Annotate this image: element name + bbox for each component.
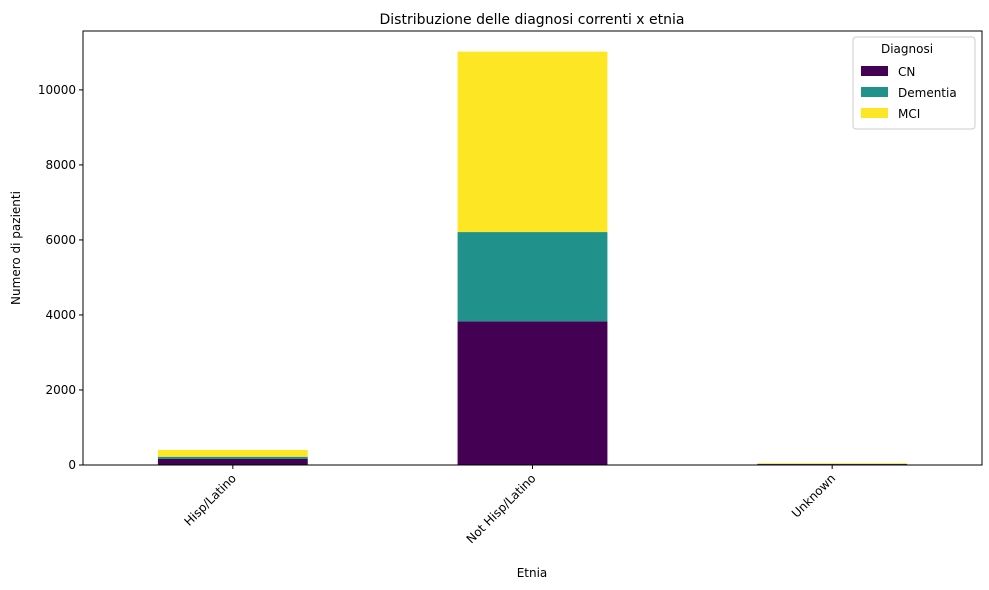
chart-title: Distribuzione delle diagnosi correnti x … [380, 12, 685, 28]
bar-mci-2 [757, 463, 908, 464]
y-axis-label: Numero di pazienti [9, 191, 23, 305]
legend-label-dementia: Dementia [898, 86, 957, 100]
legend: Diagnosi CN Dementia MCI [852, 36, 976, 130]
x-tick-label-1: Not Hisp/Latino [464, 471, 539, 546]
bars-group [157, 51, 908, 465]
x-tick-label-2: Unknown [789, 471, 838, 520]
y-tick-label-3: 6000 [45, 233, 76, 247]
y-tick-label-4: 8000 [45, 158, 76, 172]
legend-label-mci: MCI [898, 107, 920, 121]
bar-cn-0 [157, 458, 308, 465]
legend-swatch-mci [861, 108, 888, 118]
legend-label-cn: CN [898, 65, 915, 79]
bar-dementia-1 [457, 232, 608, 322]
x-tick-label-0: Hisp/Latino [181, 471, 238, 528]
bar-mci-1 [457, 51, 608, 233]
bar-mci-0 [157, 449, 308, 457]
y-tick-label-2: 4000 [45, 308, 76, 322]
legend-title: Diagnosi [881, 42, 933, 56]
legend-frame [852, 36, 976, 130]
bar-cn-1 [457, 321, 608, 465]
legend-swatch-dementia [861, 87, 888, 97]
bar-dementia-0 [157, 456, 308, 459]
legend-swatch-cn [861, 66, 888, 76]
y-tick-label-0: 0 [68, 458, 76, 472]
y-axis: 0 2000 4000 6000 8000 10000 [38, 83, 83, 472]
x-axis: Hisp/Latino Not Hisp/Latino Unknown [181, 465, 838, 546]
y-tick-label-5: 10000 [38, 83, 76, 97]
y-tick-label-1: 2000 [45, 383, 76, 397]
x-axis-label: Etnia [517, 566, 548, 580]
